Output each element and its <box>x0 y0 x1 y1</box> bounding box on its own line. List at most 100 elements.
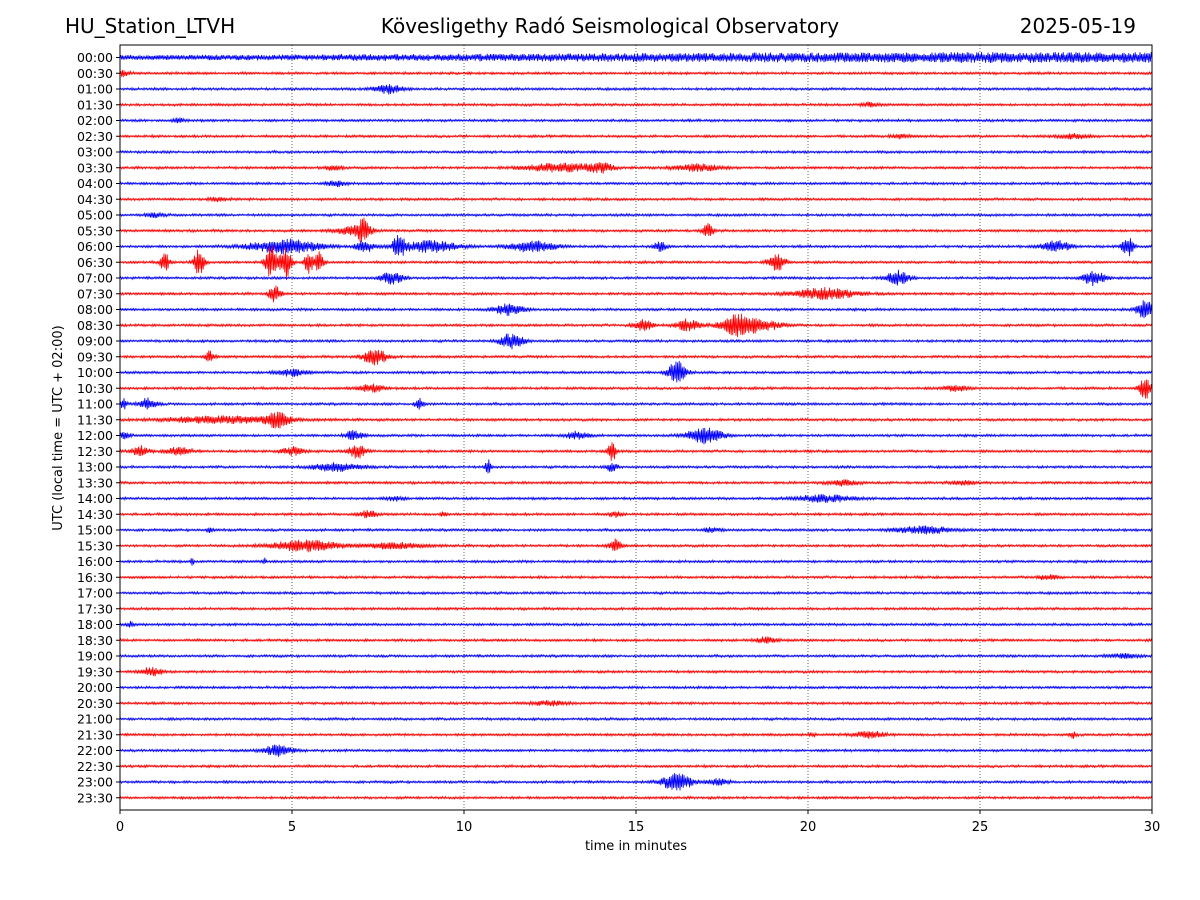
station-name: HU_Station_LTVH <box>65 14 236 38</box>
trace-0100 <box>119 84 1153 95</box>
y-tick-label: 23:00 <box>77 775 113 790</box>
trace-2030 <box>119 700 1153 707</box>
y-tick-label: 03:30 <box>77 160 113 175</box>
trace-1000 <box>119 360 1153 383</box>
y-tick-label: 03:00 <box>77 145 113 160</box>
y-tick-label: 22:00 <box>77 743 113 758</box>
trace-0000 <box>119 51 1153 63</box>
trace-2100 <box>119 716 1153 722</box>
y-tick-label: 21:00 <box>77 712 113 727</box>
y-tick-label: 01:30 <box>77 97 113 112</box>
y-tick-label: 17:00 <box>77 586 113 601</box>
x-tick-label: 0 <box>116 820 124 835</box>
trace-0230 <box>119 133 1153 140</box>
y-tick-label: 19:30 <box>77 664 113 679</box>
trace-0830 <box>119 313 1153 338</box>
trace-0700 <box>119 269 1153 287</box>
y-tick-label: 01:00 <box>77 82 113 97</box>
y-tick-label: 15:00 <box>77 523 113 538</box>
y-tick-label: 04:30 <box>77 192 113 207</box>
trace-1700 <box>119 590 1153 596</box>
trace-0300 <box>119 149 1153 155</box>
trace-2000 <box>119 684 1153 690</box>
x-axis-label: time in minutes <box>585 839 687 854</box>
y-tick-label: 05:30 <box>77 223 113 238</box>
trace-0030 <box>119 69 1153 78</box>
y-tick-label: 00:00 <box>77 50 113 65</box>
trace-1830 <box>119 636 1153 644</box>
trace-0430 <box>119 196 1153 203</box>
y-tick-label: 02:00 <box>77 113 113 128</box>
y-tick-label: 08:30 <box>77 318 113 333</box>
trace-1430 <box>119 510 1153 519</box>
y-tick-label: 10:00 <box>77 365 113 380</box>
y-tick-label: 12:00 <box>77 428 113 443</box>
y-tick-label: 12:30 <box>77 444 113 459</box>
y-tick-label: 22:30 <box>77 759 113 774</box>
y-tick-label: 19:00 <box>77 649 113 664</box>
y-tick-label: 02:30 <box>77 129 113 144</box>
trace-2330 <box>119 795 1153 801</box>
y-tick-label: 14:00 <box>77 491 113 506</box>
y-tick-label: 09:00 <box>77 334 113 349</box>
y-axis-label: UTC (local time = UTC + 02:00) <box>51 325 66 530</box>
trace-0630 <box>119 245 1153 281</box>
y-tick-label: 00:30 <box>77 66 113 81</box>
trace-0500 <box>119 211 1153 219</box>
trace-1030 <box>119 379 1153 399</box>
y-tick-label: 20:00 <box>77 680 113 695</box>
trace-1800 <box>119 620 1153 628</box>
trace-0930 <box>119 349 1153 366</box>
y-tick-label: 07:30 <box>77 286 113 301</box>
y-tick-label: 16:30 <box>77 570 113 585</box>
trace-1230 <box>119 442 1153 461</box>
trace-1600 <box>119 557 1153 566</box>
trace-1900 <box>119 652 1153 660</box>
x-tick-label: 5 <box>288 820 296 835</box>
trace-2200 <box>119 744 1153 757</box>
y-tick-label: 07:00 <box>77 271 113 286</box>
x-tick-label: 25 <box>972 820 989 835</box>
y-tick-label: 18:30 <box>77 633 113 648</box>
y-tick-label: 13:00 <box>77 460 113 475</box>
trace-0730 <box>119 285 1153 303</box>
x-tick-label: 10 <box>456 820 473 835</box>
trace-1130 <box>119 411 1153 429</box>
y-tick-label: 11:30 <box>77 412 113 427</box>
trace-2300 <box>119 773 1153 791</box>
y-tick-label: 09:30 <box>77 349 113 364</box>
trace-0900 <box>119 333 1153 350</box>
trace-0200 <box>119 117 1153 124</box>
trace-0330 <box>119 162 1153 174</box>
chart-date: 2025-05-19 <box>1019 14 1136 38</box>
y-tick-label: 23:30 <box>77 790 113 805</box>
trace-1630 <box>119 574 1153 581</box>
y-tick-label: 21:30 <box>77 727 113 742</box>
trace-1200 <box>119 427 1153 445</box>
x-tick-label: 30 <box>1144 820 1161 835</box>
trace-2230 <box>119 763 1153 769</box>
trace-1500 <box>119 525 1153 535</box>
trace-layer <box>119 51 1153 801</box>
trace-1930 <box>119 666 1153 677</box>
y-tick-label: 04:00 <box>77 176 113 191</box>
trace-0600 <box>119 234 1153 257</box>
x-tick-label: 15 <box>628 820 645 835</box>
y-tick-labels: 00:0000:3001:0001:3002:0002:3003:0003:30… <box>77 50 120 805</box>
y-tick-label: 16:00 <box>77 554 113 569</box>
grid-lines <box>291 45 981 810</box>
y-tick-label: 20:30 <box>77 696 113 711</box>
trace-2130 <box>119 731 1153 739</box>
y-tick-label: 11:00 <box>77 397 113 412</box>
y-tick-label: 06:30 <box>77 255 113 270</box>
trace-0800 <box>119 300 1153 319</box>
trace-1300 <box>119 459 1153 474</box>
chart-title: Kövesligethy Radó Seismological Observat… <box>380 14 840 38</box>
trace-1530 <box>119 538 1153 553</box>
y-tick-label: 17:30 <box>77 601 113 616</box>
trace-0130 <box>119 101 1153 108</box>
y-tick-label: 14:30 <box>77 507 113 522</box>
trace-1730 <box>119 606 1153 612</box>
x-tick-label: 20 <box>800 820 817 835</box>
